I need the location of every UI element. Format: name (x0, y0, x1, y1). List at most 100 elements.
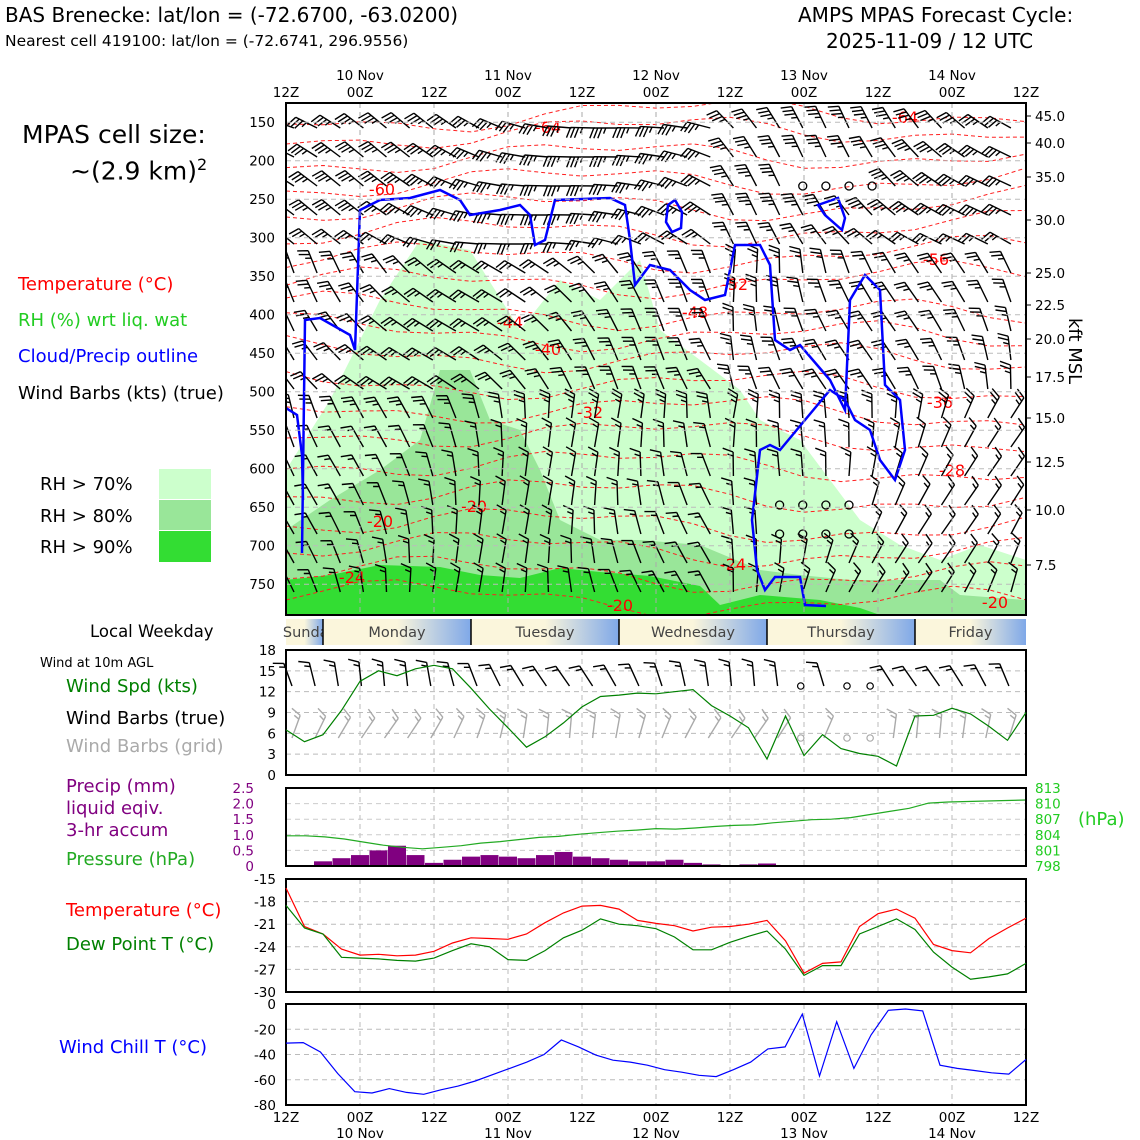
cloud-outline-small-2 (816, 196, 847, 233)
wind-barb (1010, 417, 1026, 448)
wind-barb (870, 310, 896, 332)
wind-barb (495, 475, 506, 506)
wind-barb (513, 389, 526, 419)
top-hour-tick-label: 00Z (495, 85, 521, 101)
wind-barb-true (499, 664, 524, 687)
wind-barb (448, 533, 460, 564)
wind-barb-true (618, 663, 640, 687)
wind-barb (519, 214, 549, 226)
temperature-contour-line (286, 184, 1026, 222)
wind-barb (542, 475, 554, 506)
calm-wind-circle (844, 181, 854, 191)
cell-size-value: ~(2.9 km)2 (70, 155, 208, 186)
wind-barb (957, 174, 989, 188)
wind-speed-legend: Wind Spd (kts) (66, 676, 198, 697)
wind-barb (473, 533, 484, 564)
cross-section-wind-barbs (286, 105, 1026, 593)
wind-barb (603, 507, 619, 535)
wind-barb-grid (610, 708, 621, 739)
wind-barb (611, 181, 642, 194)
wind-barbs-grid-legend: Wind Barbs (grid) (66, 736, 224, 757)
wind-barb (806, 278, 827, 303)
wind-barb (779, 367, 804, 390)
wind-barb (425, 239, 457, 251)
wind-barb (388, 424, 411, 448)
wind-barb (403, 142, 434, 158)
wind-barb (595, 308, 619, 332)
precip-legend-3: 3-hr accum (66, 820, 169, 841)
wind-barb (1010, 504, 1023, 535)
pressure-tick-label: 798 (1035, 859, 1061, 875)
temperature-contour-line (286, 290, 1026, 332)
precip-bar (573, 856, 591, 866)
wind-barb (693, 421, 711, 448)
wind-barb-true (394, 658, 409, 687)
cell-size-title: MPAS cell size: (22, 120, 206, 149)
wind-barb-grid (516, 708, 528, 739)
wind-barb (403, 317, 434, 332)
wind-barb (611, 388, 623, 419)
weekday-name: Thursday (806, 625, 875, 641)
wind-barb (964, 475, 979, 506)
wind-barb-true (963, 664, 987, 687)
wind-barb (917, 281, 943, 303)
wind-barb (495, 183, 526, 195)
wind-barb (402, 205, 434, 218)
wind-barb (288, 171, 318, 187)
wind-barb (687, 512, 711, 535)
wind-barb (415, 451, 434, 477)
top-hour-tick-label: 12Z (865, 85, 891, 101)
wind-barb-grid (886, 708, 898, 739)
calm-circle-true (796, 682, 805, 690)
height-tick-label: 22.5 (1035, 298, 1065, 314)
wind-barb-grid (1007, 707, 1017, 739)
pressure-tick-label: 810 (1035, 797, 1061, 813)
precip-tick-label: 2.5 (233, 781, 254, 797)
wind-barb (286, 250, 295, 274)
temperature-contour-label: -24 (720, 555, 746, 574)
wind-barb (740, 334, 758, 361)
top-hour-tick-label: 12Z (717, 85, 743, 101)
wind-barb (989, 250, 1012, 274)
dewpoint-line (285, 905, 1027, 980)
y-tick-label: -60 (254, 1073, 276, 1089)
wind-barb (847, 310, 873, 332)
wind-barb-true (891, 665, 917, 687)
wind-barb (334, 141, 364, 158)
wind-barb (542, 446, 554, 477)
wind-barb (461, 393, 480, 419)
top-date-label: 11 Nov (484, 68, 532, 84)
wind-chill-line (285, 1008, 1027, 1095)
wind-barb (518, 533, 530, 564)
wind-barb (644, 510, 665, 535)
wind-barb-true (272, 662, 293, 687)
precip-tick-label: 0 (245, 859, 254, 875)
calm-circle-true (843, 682, 851, 690)
cross-section-frame (285, 102, 1027, 616)
wind-barb (629, 447, 642, 477)
wind-barb (356, 375, 387, 390)
wind-panel-title: Wind at 10m AGL (40, 656, 154, 671)
wind-barb (379, 202, 410, 216)
wind-barb-grid (908, 708, 920, 739)
y-tick-label: 6 (267, 726, 276, 742)
wind-barb (766, 448, 781, 477)
pressure-tick-label: 750 (249, 577, 275, 593)
pressure-tick-label: 200 (249, 154, 275, 170)
wind-barb (411, 395, 434, 419)
wind-barb-grid (636, 707, 647, 739)
wind-barb-true (938, 665, 964, 687)
wind-barb (813, 419, 827, 448)
wind-barb (542, 241, 572, 253)
weekday-name: Friday (949, 625, 993, 641)
wind-barb (441, 449, 457, 477)
y-tick-label: 18 (259, 643, 276, 659)
wind-barb (495, 152, 526, 165)
wind-barb (450, 373, 480, 390)
wind-barb (313, 342, 341, 361)
wind-barb-true (592, 664, 617, 687)
legend-rh: RH (%) wrt liq. wat (18, 310, 188, 331)
wind-barb-grid (475, 707, 486, 739)
wind-barb (311, 198, 341, 216)
wind-barb (311, 228, 341, 245)
